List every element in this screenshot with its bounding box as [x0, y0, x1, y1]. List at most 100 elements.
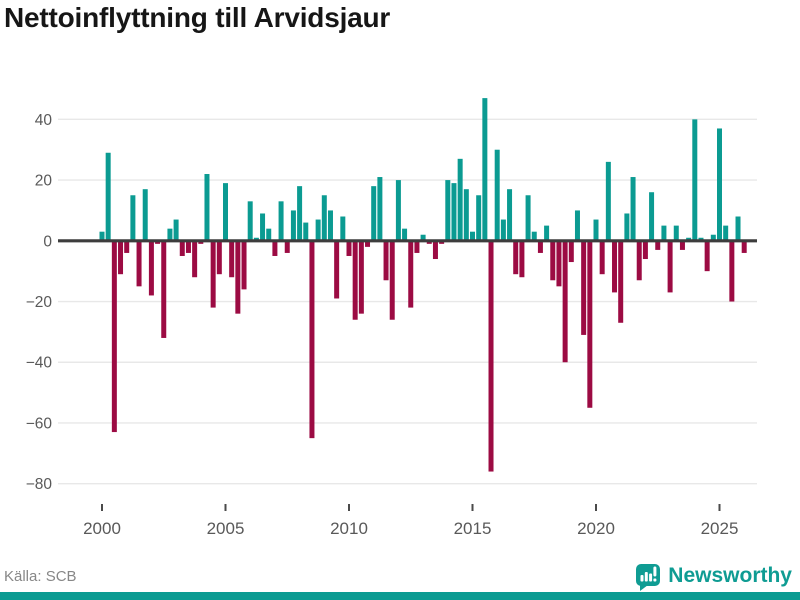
x-axis-ticks [101, 504, 721, 511]
bar-q23 [241, 240, 247, 290]
bar-q92 [667, 240, 673, 293]
bar-q1 [105, 152, 111, 241]
bar-q21 [229, 240, 235, 278]
bar-q75 [562, 240, 568, 363]
svg-text:−40: −40 [26, 355, 53, 372]
bar-q78 [581, 240, 587, 335]
bar-q43 [365, 240, 371, 247]
bar-q19 [216, 240, 222, 275]
bar-q103 [735, 216, 741, 241]
bar-q52 [420, 234, 426, 241]
bar-q86 [630, 177, 636, 241]
bar-q99 [710, 234, 716, 241]
svg-text:2025: 2025 [701, 519, 739, 538]
bar-q42 [358, 240, 364, 314]
bar-q73 [550, 240, 556, 281]
svg-text:−20: −20 [26, 294, 53, 311]
svg-text:0: 0 [43, 233, 52, 250]
svg-text:2015: 2015 [454, 519, 492, 538]
bar-q41 [352, 240, 358, 320]
bar-q47 [389, 240, 395, 320]
bar-q69 [525, 195, 531, 241]
bar-q74 [556, 240, 562, 287]
bar-q28 [272, 240, 278, 256]
bar-q30 [284, 240, 290, 253]
bar-q4 [124, 240, 130, 253]
svg-text:20: 20 [35, 173, 53, 190]
bar-q87 [636, 240, 642, 281]
bar-q45 [377, 177, 383, 241]
bar-q54 [432, 240, 438, 260]
y-axis-labels: 40 20 0 −20 −40 −60 −80 [26, 112, 53, 493]
bar-q66 [507, 189, 513, 241]
bar-q2 [111, 240, 117, 433]
bar-q46 [383, 240, 389, 281]
bar-q94 [679, 240, 685, 250]
bar-q101 [723, 225, 729, 241]
x-axis-labels: 2000 2005 2010 2015 2020 2025 [83, 519, 738, 538]
bar-q50 [408, 240, 414, 308]
bar-q22 [235, 240, 241, 314]
bar-q3 [118, 240, 124, 275]
bar-q38 [334, 240, 340, 299]
bar-q37 [327, 210, 333, 241]
bar-q34 [309, 240, 315, 439]
bar-q93 [673, 225, 679, 241]
source-caption: Källa: SCB [4, 568, 77, 585]
bar-q96 [692, 119, 698, 241]
bar-q57 [451, 183, 457, 241]
bar-q27 [266, 228, 272, 241]
bar-q84 [618, 240, 624, 323]
bar-q91 [661, 225, 667, 241]
bar-q60 [470, 231, 475, 241]
bar-q83 [612, 240, 618, 293]
bar-q44 [371, 186, 377, 241]
bar-q98 [704, 240, 710, 272]
bar-q33 [303, 222, 309, 241]
bar-q64 [494, 149, 500, 241]
bar-q82 [605, 161, 611, 241]
bar-q79 [587, 240, 593, 408]
bar-q31 [290, 210, 296, 241]
bar-q68 [519, 240, 525, 278]
bar-q76 [568, 240, 574, 263]
bar-q56 [445, 180, 451, 241]
bar-q32 [297, 186, 303, 241]
bar-q7 [142, 189, 148, 241]
svg-text:2000: 2000 [83, 519, 121, 538]
bar-q36 [321, 195, 327, 241]
bar-q58 [457, 158, 463, 241]
bar-q5 [130, 195, 136, 241]
bars [99, 98, 747, 472]
bar-q20 [223, 183, 228, 241]
bar-q81 [599, 240, 605, 275]
newsworthy-logo-icon [636, 564, 661, 591]
bar-q77 [574, 210, 580, 241]
bar-q40 [346, 240, 352, 256]
newsworthy-logo[interactable]: Newsworthy [635, 561, 792, 591]
bar-q17 [204, 174, 210, 241]
bar-q18 [210, 240, 216, 308]
bar-q49 [402, 228, 408, 241]
bar-q39 [340, 216, 346, 241]
bar-q29 [278, 201, 284, 241]
bar-q0 [99, 231, 105, 241]
bar-q90 [655, 240, 661, 250]
svg-text:−80: −80 [26, 476, 53, 493]
bar-q14 [185, 240, 191, 253]
bar-q102 [729, 240, 735, 302]
bar-q88 [642, 240, 648, 260]
chart-title: Nettoinflyttning till Arvidsjaur [4, 2, 391, 33]
bar-q15 [192, 240, 198, 278]
bar-q24 [247, 201, 253, 241]
bottom-accent-strip [0, 592, 800, 600]
bar-q59 [463, 189, 469, 241]
bar-q35 [315, 219, 321, 241]
svg-text:−60: −60 [26, 415, 53, 432]
gridlines [58, 118, 757, 485]
bar-q67 [513, 240, 519, 275]
svg-text:2020: 2020 [577, 519, 615, 538]
svg-text:2010: 2010 [330, 519, 368, 538]
